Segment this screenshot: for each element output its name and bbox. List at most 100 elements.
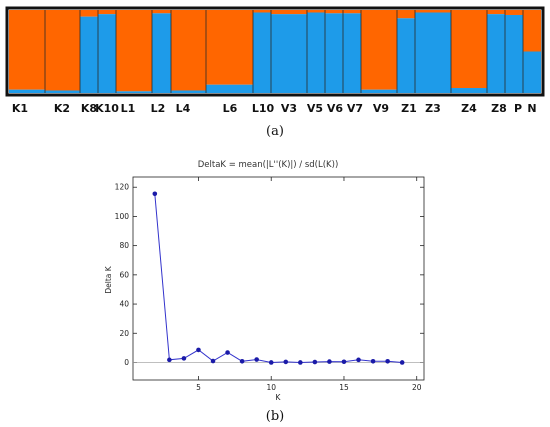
deltak-point-k8 <box>239 359 245 364</box>
structure-dividers <box>44 10 524 93</box>
deltak-point-k12 <box>298 360 303 365</box>
population-label-z4: Z4 <box>461 102 477 115</box>
deltak-point-k7 <box>225 350 230 355</box>
deltak-point-k16 <box>356 357 361 363</box>
structure-bar-orange-l6 <box>206 10 253 85</box>
population-label-z3: Z3 <box>425 102 441 115</box>
population-label-l4: L4 <box>176 102 191 115</box>
structure-bar-orange-v6 <box>325 10 343 14</box>
deltak-point-k5 <box>196 347 201 353</box>
structure-bar-blue-z8 <box>487 14 505 93</box>
population-label-k1: K1 <box>12 102 28 115</box>
panel-label-a: (a) <box>266 124 284 139</box>
structure-bar-blue-l10 <box>253 12 271 94</box>
structure-bar-blue-l4 <box>171 90 206 93</box>
structure-bar-orange-z3 <box>415 10 451 13</box>
structure-bar-blue-p <box>505 14 523 94</box>
deltak-point-k9 <box>254 357 259 362</box>
deltak-point-k6 <box>210 358 216 364</box>
structure-bar-blue-n <box>523 51 541 93</box>
structure-bar-blue-z4 <box>451 88 487 93</box>
deltak-point-k3 <box>167 357 172 363</box>
x-tick-label: 15 <box>339 383 349 392</box>
deltak-point-k17 <box>370 359 376 364</box>
population-label-k8: K8 <box>81 102 97 115</box>
y-tick-label: 20 <box>119 329 129 338</box>
population-label-z8: Z8 <box>491 102 507 115</box>
deltak-title: DeltaK = mean(|L''(K)|) / sd(L(K)) <box>198 160 339 170</box>
structure-bar-blue-v7 <box>343 13 361 93</box>
population-label-l6: L6 <box>223 102 238 115</box>
structure-bar-orange-z8 <box>487 10 505 15</box>
structure-bars <box>9 10 541 94</box>
structure-bar-blue-z3 <box>415 12 451 94</box>
deltak-line <box>154 193 403 364</box>
x-tick-label: 10 <box>266 383 276 392</box>
structure-bar-orange-z1 <box>397 10 415 19</box>
population-label-v7: V7 <box>347 102 363 115</box>
structure-bar-blue-z1 <box>397 18 415 93</box>
population-label-v9: V9 <box>373 102 389 115</box>
deltak-series <box>133 191 424 365</box>
deltak-point-k11 <box>283 359 289 365</box>
structure-bar-orange-z4 <box>451 10 487 89</box>
deltak-point-k18 <box>385 359 390 364</box>
structure-bar-orange-l2 <box>152 10 171 14</box>
y-tick-label: 0 <box>124 358 129 367</box>
structure-bar-orange-k1 <box>9 10 45 90</box>
deltak-ticks: 0 20 40 60 80 100 120 5 10 15 20 <box>115 177 424 392</box>
deltak-point-k4 <box>181 356 187 361</box>
y-tick-label: 80 <box>119 241 129 250</box>
structure-bar-orange-l10 <box>253 10 271 13</box>
structure-bar-blue-v9 <box>361 89 397 93</box>
population-label-v5: V5 <box>307 102 323 115</box>
deltak-point-k14 <box>327 359 332 364</box>
y-tick-label: 40 <box>119 300 129 309</box>
structure-bar-orange-v3 <box>271 10 307 15</box>
deltak-point-k13 <box>312 359 318 365</box>
deltak-point-k19 <box>399 360 405 365</box>
x-tick-label: 20 <box>412 383 422 392</box>
population-label-k2: K2 <box>54 102 70 115</box>
population-label-p: P <box>514 102 522 115</box>
structure-bar-blue-v3 <box>271 14 307 93</box>
structure-bar-blue-v5 <box>307 12 325 94</box>
deltak-ylabel: Delta K <box>104 265 113 293</box>
structure-bar-orange-k10 <box>98 10 116 15</box>
structure-bar-blue-k2 <box>45 90 80 93</box>
deltak-plot: DeltaK = mean(|L''(K)|) / sd(L(K)) 0 20 40… <box>104 160 425 402</box>
structure-bar-orange-l1 <box>116 10 152 92</box>
population-label-v6: V6 <box>327 102 344 115</box>
structure-bar-orange-v5 <box>307 10 325 13</box>
structure-bar-orange-v7 <box>343 10 361 14</box>
deltak-axes-frame <box>132 176 425 381</box>
y-tick-label: 120 <box>115 183 130 192</box>
structure-bar-orange-p <box>505 10 523 15</box>
structure-bar-blue-k10 <box>98 14 116 93</box>
panel-label-b: (b) <box>266 409 284 424</box>
structure-bar-orange-k2 <box>45 10 80 91</box>
deltak-point-k2 <box>152 191 158 197</box>
population-label-l1: L1 <box>121 102 136 115</box>
x-tick-label: 5 <box>196 383 201 392</box>
deltak-xlabel: K <box>276 393 282 402</box>
structure-bar-orange-n <box>523 10 541 52</box>
structure-bar-orange-v9 <box>361 10 397 90</box>
population-label-l2: L2 <box>151 102 166 115</box>
structure-bar-blue-l6 <box>206 84 253 93</box>
population-label-l10: L10 <box>252 102 275 115</box>
population-label-z1: Z1 <box>401 102 417 115</box>
structure-bar-blue-l2 <box>152 13 171 93</box>
population-label-k10: K10 <box>95 102 119 115</box>
deltak-point-k10 <box>268 360 274 365</box>
y-tick-label: 60 <box>119 270 129 279</box>
y-tick-label: 100 <box>115 212 130 221</box>
structure-bar-orange-l4 <box>171 10 206 91</box>
population-label-n: N <box>527 102 536 115</box>
structure-bar-blue-k8 <box>80 16 98 93</box>
population-label-v3: V3 <box>281 102 297 115</box>
structure-bar-blue-k1 <box>9 89 45 93</box>
